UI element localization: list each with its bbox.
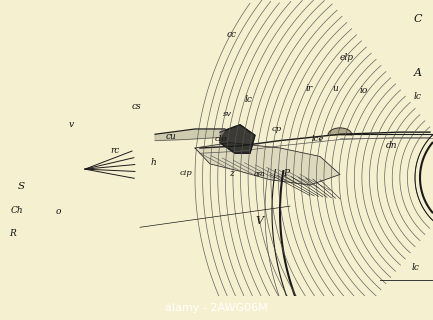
Text: C: C [414, 14, 422, 24]
Text: P: P [283, 169, 289, 178]
Text: A: A [414, 68, 422, 77]
Text: io: io [359, 86, 368, 95]
Text: Ch: Ch [11, 206, 24, 215]
Text: cu: cu [166, 132, 176, 141]
Text: rc: rc [110, 147, 120, 156]
Text: cc: cc [226, 29, 237, 38]
Text: dn: dn [386, 140, 397, 149]
Text: lc: lc [245, 95, 253, 104]
Text: clo: clo [215, 135, 227, 143]
Text: sv: sv [223, 110, 232, 118]
Polygon shape [220, 125, 255, 153]
Text: R: R [10, 229, 16, 238]
Text: V: V [256, 216, 264, 226]
Text: cp: cp [272, 125, 282, 133]
Text: z: z [229, 169, 234, 178]
Text: alamy - 2AWG06M: alamy - 2AWG06M [165, 303, 268, 313]
Text: u: u [333, 84, 339, 93]
Text: cip: cip [180, 169, 193, 177]
Text: h: h [151, 158, 157, 167]
Text: lc: lc [414, 92, 422, 101]
Polygon shape [328, 128, 352, 135]
Polygon shape [195, 143, 340, 185]
Text: elp: elp [339, 53, 353, 62]
Text: o: o [56, 207, 61, 216]
Text: v: v [69, 120, 74, 129]
Text: lc: lc [412, 263, 420, 272]
Text: lce: lce [312, 135, 324, 143]
Polygon shape [155, 129, 225, 140]
Text: cs: cs [132, 102, 141, 111]
Text: S: S [18, 182, 25, 191]
Text: ir: ir [306, 84, 313, 93]
Text: am: am [254, 170, 266, 178]
